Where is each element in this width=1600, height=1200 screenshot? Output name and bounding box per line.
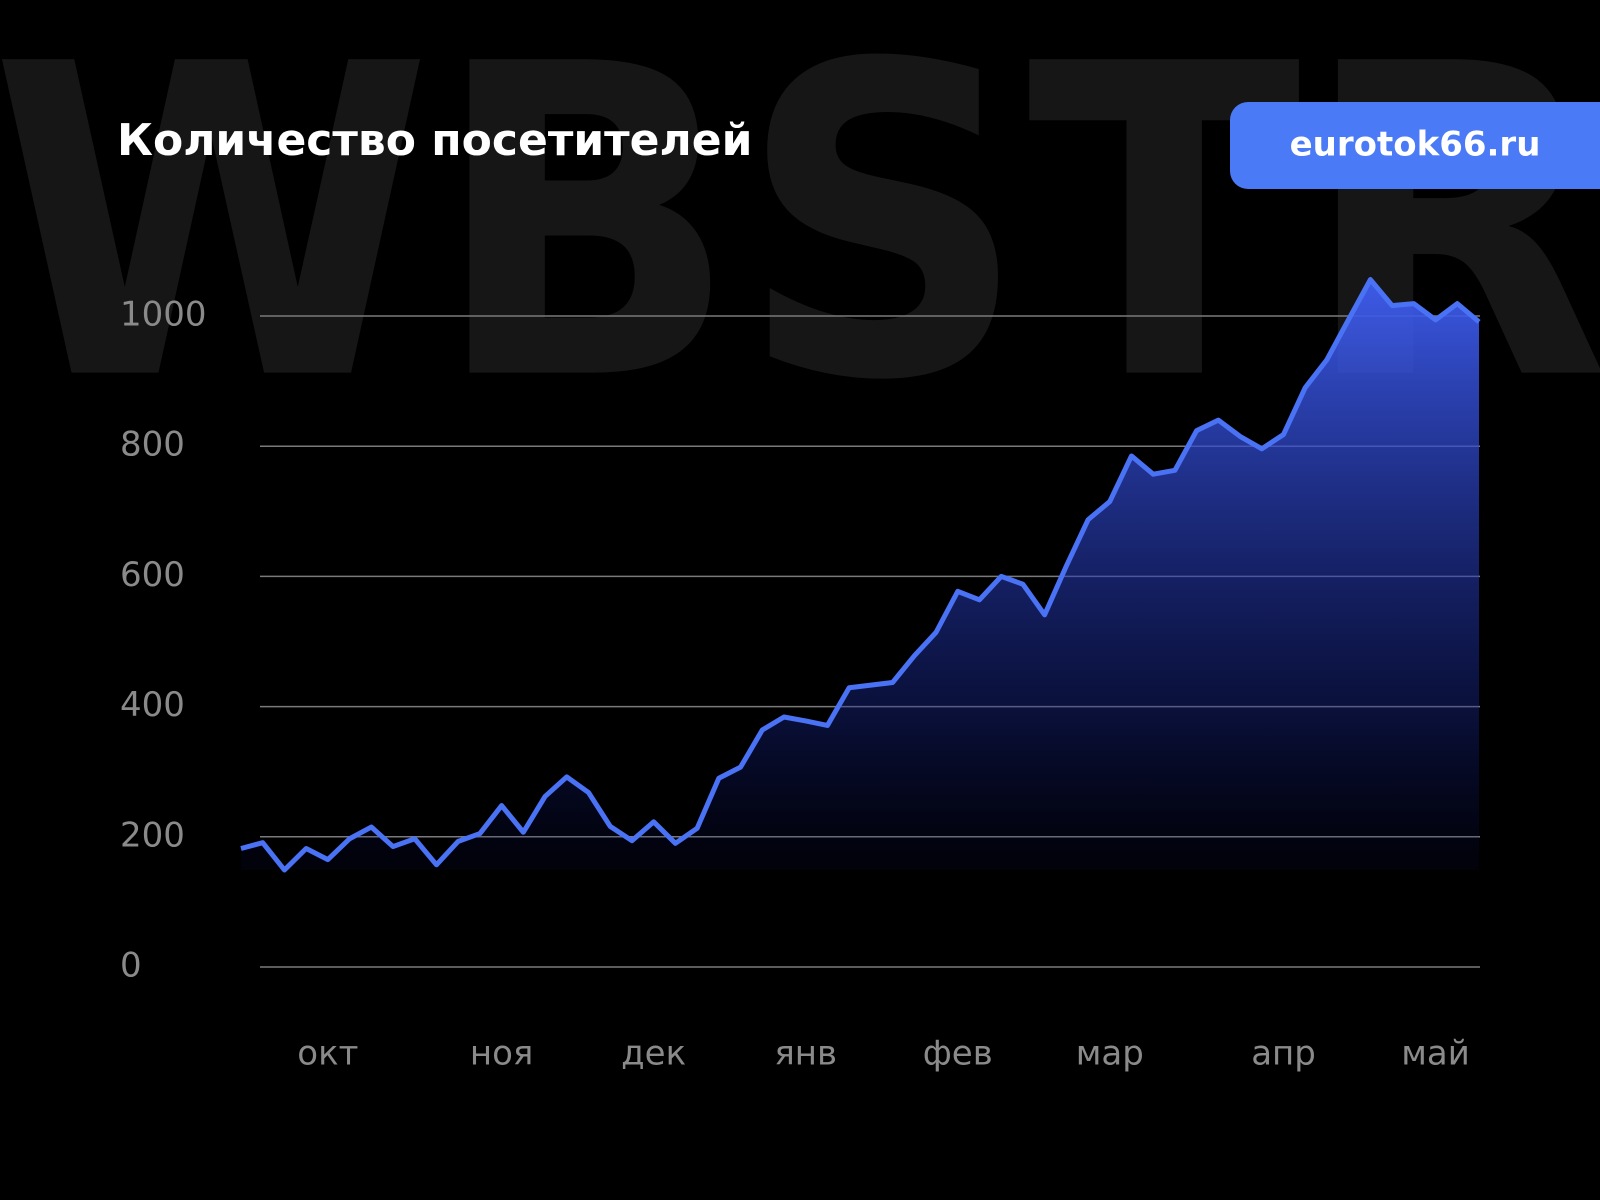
chart-title: Количество посетителей: [117, 115, 752, 166]
badge: [1230, 102, 1600, 189]
y-tick-label: 1000: [120, 295, 207, 335]
plot: 0 200 400 600 800 1000 окт ноя дек янв фев мар апр ма…: [120, 277, 1481, 1074]
x-tick-label: фев: [923, 1034, 993, 1074]
area-fill: [241, 279, 1479, 871]
x-tick-label: май: [1401, 1034, 1470, 1074]
y-tick-label: 0: [120, 946, 142, 986]
badge-text: eurotok66.ru: [1290, 125, 1541, 165]
y-tick-label: 600: [120, 555, 185, 595]
y-tick-label: 400: [120, 685, 185, 725]
y-tick-label: 200: [120, 815, 185, 855]
x-tick-label: ноя: [470, 1034, 533, 1074]
x-tick-label: апр: [1251, 1034, 1316, 1074]
x-tick-label: дек: [621, 1034, 686, 1074]
x-tick-label: мар: [1076, 1034, 1144, 1074]
x-tick-label: окт: [297, 1034, 358, 1074]
line: [240, 277, 1481, 873]
y-tick-label: 800: [120, 425, 185, 465]
x-tick-label: янв: [774, 1034, 837, 1074]
